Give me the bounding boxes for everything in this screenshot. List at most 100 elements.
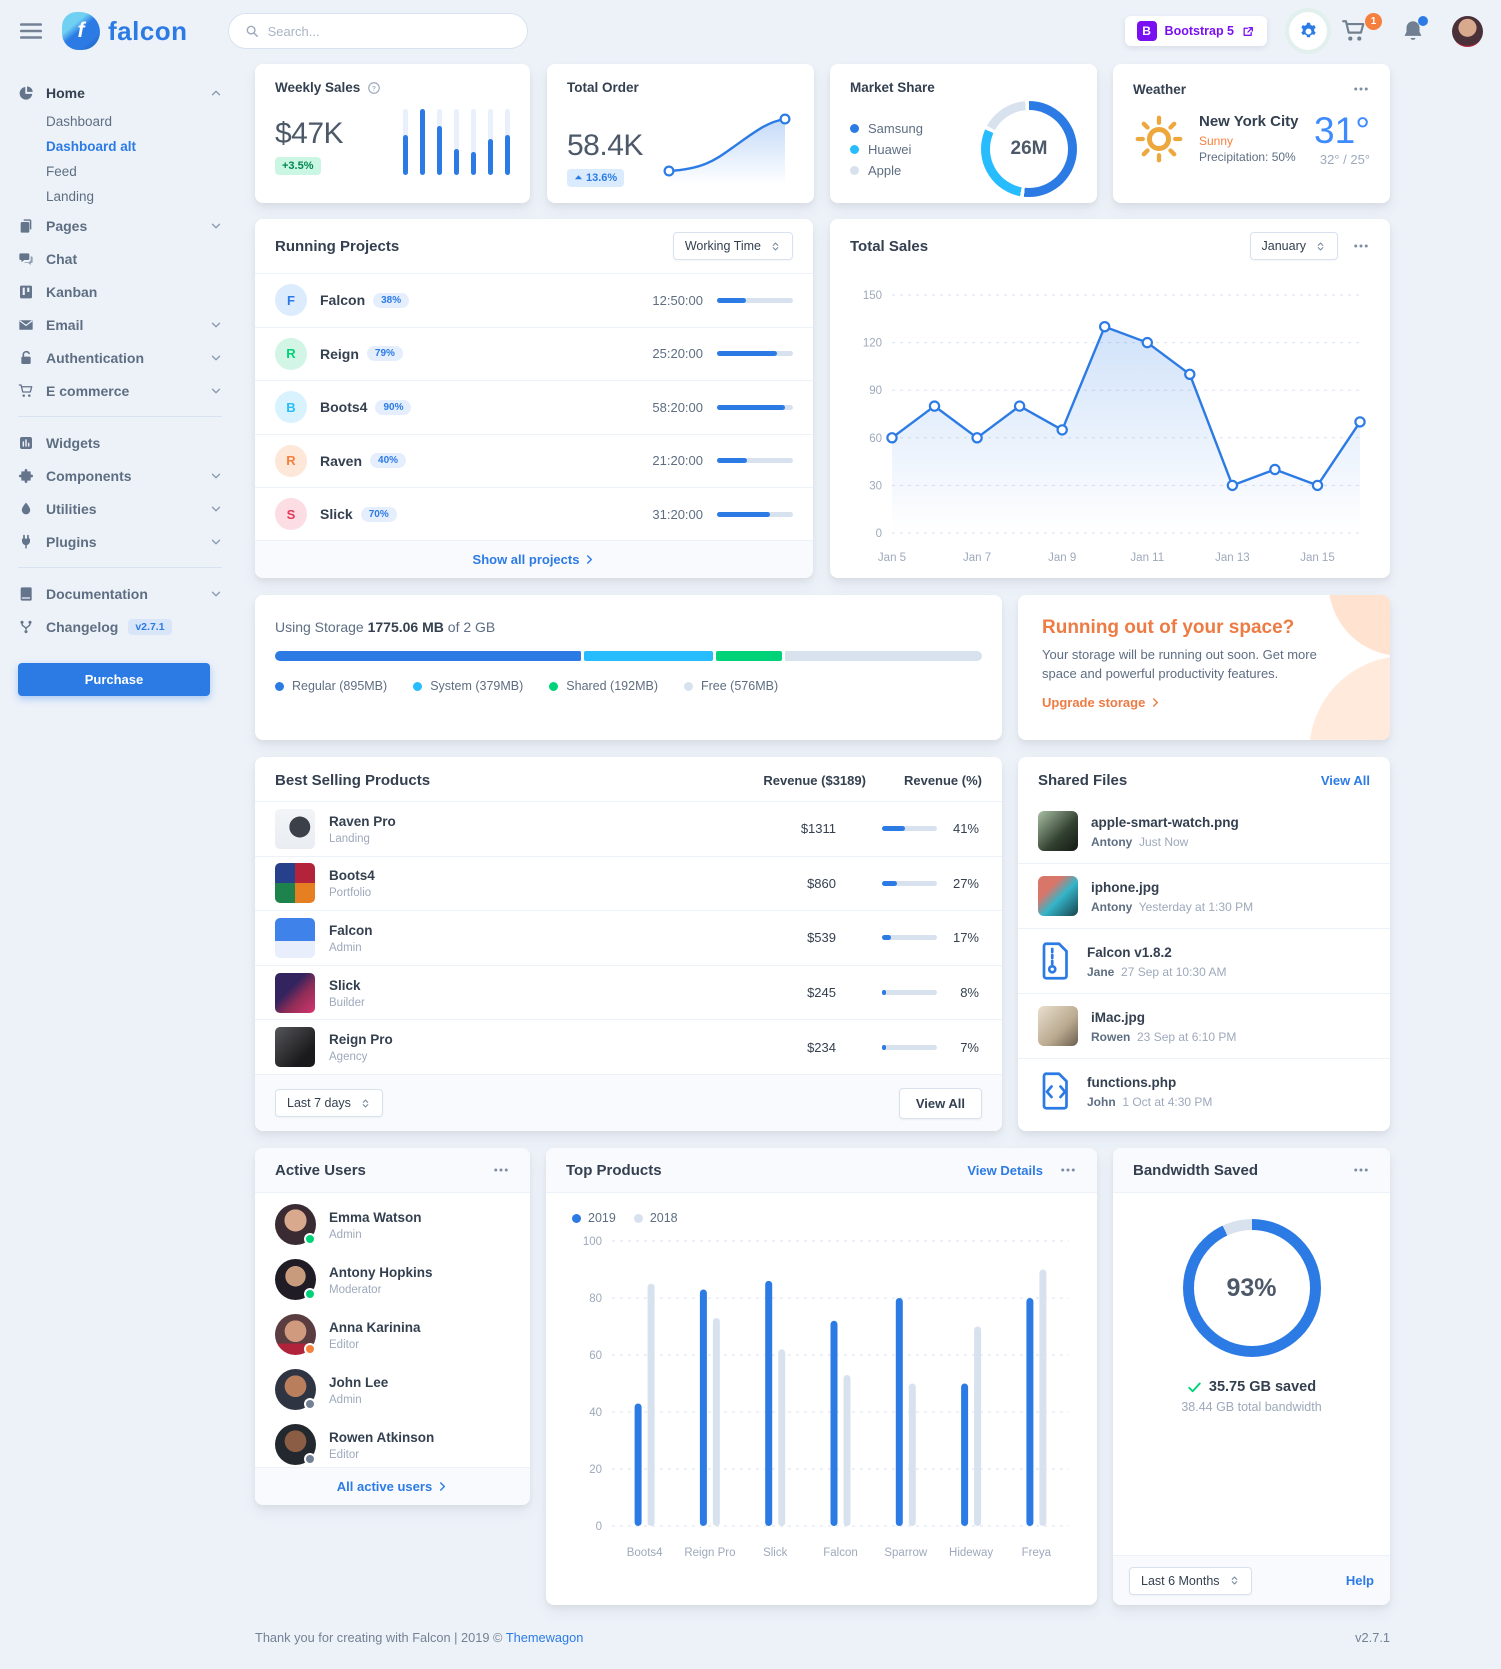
help-icon[interactable]: ? <box>367 81 381 95</box>
footer-credit: Thank you for creating with Falcon | 201… <box>255 1630 584 1645</box>
chevron-down-icon <box>210 536 222 548</box>
cart-icon <box>18 383 34 399</box>
svg-text:Reign Pro: Reign Pro <box>684 1547 735 1559</box>
product-name-link[interactable]: Boots4 <box>329 868 375 884</box>
sidebar-item-components[interactable]: Components <box>18 459 222 492</box>
user-name-link[interactable]: Antony Hopkins <box>329 1264 433 1280</box>
working-time-select[interactable]: Working Time <box>672 232 793 260</box>
file-name-link[interactable]: functions.php <box>1087 1074 1177 1090</box>
settings-button[interactable] <box>1289 12 1327 50</box>
falcon-logo[interactable]: f falcon <box>62 12 188 50</box>
sidebar-item-documentation[interactable]: Documentation <box>18 577 222 610</box>
chevron-up-icon <box>210 87 222 99</box>
notification-dot <box>1418 16 1428 26</box>
bandwidth-menu-icon[interactable] <box>1352 1161 1370 1179</box>
page-footer: Thank you for creating with Falcon | 201… <box>255 1630 1390 1645</box>
product-thumbnail <box>275 808 315 849</box>
sidebar-item-utilities[interactable]: Utilities <box>18 492 222 525</box>
sidebar-item-chat[interactable]: Chat <box>18 242 222 275</box>
hamburger-menu-icon[interactable] <box>18 18 44 44</box>
project-avatar: B <box>275 391 307 424</box>
external-link-icon <box>1242 25 1255 38</box>
legend-dot <box>572 1213 581 1223</box>
months-select[interactable]: Last 6 Months <box>1129 1566 1252 1595</box>
cart-button[interactable] <box>1341 18 1367 44</box>
bootstrap5-badge[interactable]: B Bootstrap 5 <box>1124 16 1267 46</box>
sidebar-subitem-dashboard-alt[interactable]: Dashboard alt <box>46 139 137 154</box>
sidebar-item-email[interactable]: Email <box>18 308 222 341</box>
user-name-link[interactable]: Rowen Atkinson <box>329 1429 435 1445</box>
file-name-link[interactable]: iMac.jpg <box>1091 1009 1146 1025</box>
view-all-button[interactable]: View All <box>898 1087 982 1119</box>
project-avatar: R <box>275 337 307 370</box>
search-input[interactable] <box>267 23 511 39</box>
active-users-menu-icon[interactable] <box>492 1161 510 1179</box>
project-percent-badge: 38% <box>373 292 410 308</box>
project-time: 12:50:00 <box>652 292 703 308</box>
project-name-link[interactable]: Reign <box>320 345 359 362</box>
upgrade-storage-link[interactable]: Upgrade storage <box>1042 695 1366 710</box>
user-avatar[interactable] <box>275 1424 316 1465</box>
all-active-users-link[interactable]: All active users <box>255 1467 530 1505</box>
themewagon-link[interactable]: Themewagon <box>505 1630 584 1645</box>
kanban-icon <box>18 284 34 300</box>
project-name-link[interactable]: Falcon <box>320 292 366 309</box>
search-box[interactable] <box>227 13 528 49</box>
help-link[interactable]: Help <box>1345 1573 1374 1588</box>
svg-text:Jan 5: Jan 5 <box>878 552 906 564</box>
weather-menu-icon[interactable] <box>1352 80 1370 98</box>
project-name-link[interactable]: Raven <box>320 452 363 469</box>
sidebar-subitem-feed[interactable]: Feed <box>46 164 77 179</box>
running-projects-list: F Falcon 38% 12:50:00 R Reign 79% 25:20:… <box>255 273 813 541</box>
product-name-link[interactable]: Falcon <box>329 922 373 938</box>
storage-card: Using Storage 1775.06 MB of 2 GB Regular… <box>255 595 1002 740</box>
month-select[interactable]: January <box>1249 232 1338 260</box>
pie-icon <box>18 85 34 101</box>
user-avatar[interactable] <box>1452 15 1483 47</box>
chevron-down-icon <box>210 319 222 331</box>
product-name-link[interactable]: Slick <box>329 977 361 993</box>
svg-text:60: 60 <box>869 433 882 445</box>
product-name-link[interactable]: Reign Pro <box>329 1032 393 1048</box>
sidebar-item-changelog[interactable]: Changelog v2.7.1 <box>18 610 222 643</box>
show-all-projects-link[interactable]: Show all projects <box>255 540 813 578</box>
sidebar-subitem-landing[interactable]: Landing <box>46 189 95 204</box>
user-avatar[interactable] <box>275 1369 316 1410</box>
file-name-link[interactable]: iphone.jpg <box>1091 879 1160 895</box>
active-users-card: Active Users Emma Watson Admin Antony Ho… <box>255 1148 530 1505</box>
purchase-button[interactable]: Purchase <box>18 663 210 696</box>
project-name-link[interactable]: Boots4 <box>320 399 368 416</box>
user-avatar[interactable] <box>275 1259 316 1300</box>
user-name-link[interactable]: John Lee <box>329 1374 389 1390</box>
project-name-link[interactable]: Slick <box>320 506 353 523</box>
legend-dot <box>850 123 859 133</box>
file-name-link[interactable]: apple-smart-watch.png <box>1091 814 1239 830</box>
weather-precipitation: Precipitation: 50% <box>1199 150 1296 164</box>
product-percent-bar <box>882 1044 937 1050</box>
sidebar-item-e-commerce[interactable]: E commerce <box>18 374 222 407</box>
file-name-link[interactable]: Falcon v1.8.2 <box>1087 944 1172 960</box>
angle-right-icon <box>437 1481 448 1492</box>
date-range-select[interactable]: Last 7 days <box>275 1089 383 1117</box>
top-products-title: Top Products <box>566 1161 662 1179</box>
sidebar-item-pages[interactable]: Pages <box>18 209 222 242</box>
sidebar-item-kanban[interactable]: Kanban <box>18 275 222 308</box>
sidebar-subitem-dashboard[interactable]: Dashboard <box>46 114 113 129</box>
product-name-link[interactable]: Raven Pro <box>329 813 396 829</box>
sidebar-item-home[interactable]: Home <box>18 76 222 109</box>
user-name-link[interactable]: Anna Karinina <box>329 1319 421 1335</box>
sidebar-item-label: Changelog <box>46 618 119 635</box>
total-sales-menu-icon[interactable] <box>1352 237 1370 255</box>
user-name-link[interactable]: Emma Watson <box>329 1209 422 1225</box>
user-avatar[interactable] <box>275 1314 316 1355</box>
view-details-link[interactable]: View Details <box>967 1162 1043 1178</box>
revenue-column-header: Revenue ($3189) <box>763 773 866 788</box>
notifications-button[interactable] <box>1400 18 1426 44</box>
top-products-menu-icon[interactable] <box>1059 1161 1077 1179</box>
shared-file-iphone-jpg: iphone.jpg Antony Yesterday at 1:30 PM <box>1018 863 1390 928</box>
sidebar-item-authentication[interactable]: Authentication <box>18 341 222 374</box>
sidebar-item-plugins[interactable]: Plugins <box>18 525 222 558</box>
user-avatar[interactable] <box>275 1204 316 1245</box>
shared-files-view-all-link[interactable]: View All <box>1320 773 1370 788</box>
sidebar-item-widgets[interactable]: Widgets <box>18 426 222 459</box>
